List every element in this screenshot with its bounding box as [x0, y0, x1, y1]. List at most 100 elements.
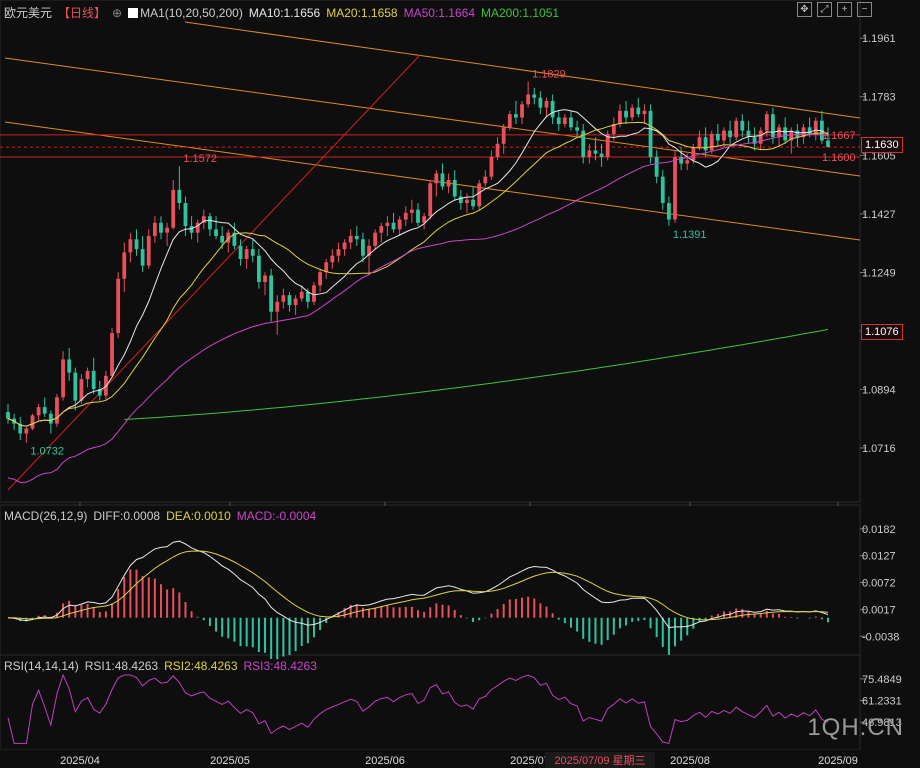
y-tick-label: 1.0894 — [862, 384, 896, 396]
rsi-header: RSI(14,14,14) RSI1:48.4263 RSI2:48.4263 RSI… — [4, 659, 323, 673]
zoom-out-icon[interactable]: − — [857, 2, 872, 17]
crosshair-date-label: 2025/07/09 星期三 — [554, 754, 645, 767]
candle-body — [434, 173, 439, 184]
candle-body — [538, 97, 543, 108]
y-tick-label: 1.1783 — [862, 92, 896, 104]
candle-body — [275, 301, 280, 312]
price-annotation: 1.1391 — [673, 229, 707, 241]
candle-body — [342, 242, 347, 250]
candle-body — [752, 137, 757, 144]
candle-body — [611, 124, 616, 134]
candle-body — [214, 229, 218, 236]
candle-body — [287, 295, 292, 306]
rsi-label: RSI(14,14,14) — [4, 659, 79, 673]
candle-body — [556, 117, 561, 125]
x-tick-label: 2025/09 — [818, 755, 858, 767]
candle-body — [201, 216, 206, 223]
candle-body — [507, 114, 512, 128]
candle-body — [208, 216, 212, 230]
candle-body — [79, 379, 84, 401]
crosshair-date-box — [545, 752, 655, 768]
candle-body — [312, 285, 316, 302]
candle-body — [305, 291, 310, 302]
trend-line — [4, 57, 861, 177]
candle-body — [520, 104, 524, 118]
candle-body — [550, 101, 555, 118]
candle-body — [715, 133, 720, 141]
candle-body — [281, 295, 286, 302]
candle-body — [544, 101, 549, 108]
candle-body — [183, 203, 188, 227]
ma50-value: MA50:1.1664 — [403, 6, 475, 20]
candle-body — [226, 232, 231, 243]
candle-body — [152, 222, 157, 236]
macd-label: MACD(26,12,9) — [4, 509, 88, 523]
x-tick-label: 2025/04 — [60, 755, 100, 767]
ma200-price-tag: 1.1076 — [861, 324, 903, 340]
ma10-line — [7, 109, 829, 427]
candle-body — [458, 196, 463, 204]
candle-body — [67, 359, 72, 373]
candle-body — [526, 94, 531, 105]
candle-body — [361, 239, 365, 256]
candle-body — [146, 235, 151, 266]
candle-body — [465, 199, 469, 204]
candle-body — [293, 298, 298, 306]
rsi-y-tick-label: 61.2331 — [862, 696, 902, 708]
y-tick-label: 1.1427 — [862, 209, 896, 221]
settings-icon[interactable]: ⊕ — [112, 6, 123, 20]
x-tick-label: 2025/06 — [365, 755, 405, 767]
candle-body — [379, 226, 384, 233]
candle-body — [685, 160, 690, 164]
candle-body — [562, 117, 567, 125]
ma-toggle-icon[interactable] — [128, 8, 139, 18]
candle-body — [783, 127, 788, 141]
macd-y-tick-label: -0.0038 — [862, 631, 899, 643]
candle-body — [409, 209, 414, 213]
candle-body — [336, 249, 341, 256]
candle-body — [269, 275, 274, 312]
candle-body — [722, 130, 726, 141]
ma10-value: MA10:1.1656 — [248, 6, 321, 20]
rsi1-value: RSI1:48.4263 — [84, 659, 159, 673]
watermark: 1QH.CN — [807, 714, 904, 741]
macd-dea-value: DEA:0.0010 — [166, 509, 231, 523]
zoom-in-icon[interactable]: + — [837, 2, 852, 17]
candle-body — [30, 415, 35, 429]
ma20-value: MA20:1.1658 — [326, 6, 398, 20]
ma200-line — [124, 328, 829, 420]
candle-body — [397, 219, 402, 230]
candle-body — [703, 137, 708, 151]
main-header: 欧元美元 【日线】 ⊕ MA1(10,20,50,200) MA10:1.1656 MA2… — [4, 4, 565, 21]
candle-body — [18, 423, 23, 434]
ma20-line — [7, 121, 829, 427]
candle-body — [61, 359, 65, 398]
candle-body — [630, 107, 635, 118]
candle-body — [618, 110, 622, 125]
candle-body — [471, 199, 475, 207]
price-annotation: 1.1600 — [822, 152, 856, 164]
candle-body — [642, 110, 647, 115]
price-annotation: 1.1667 — [822, 130, 856, 142]
period-label[interactable]: 【日线】 — [58, 6, 107, 20]
macd-dea-line — [7, 550, 829, 621]
candle-body — [569, 117, 573, 128]
candle-body — [758, 130, 763, 144]
rsi2-value: RSI2:48.4263 — [164, 659, 238, 673]
symbol-label: 欧元美元 — [4, 6, 53, 20]
candle-body — [177, 189, 182, 204]
candle-body — [826, 140, 830, 148]
y-tick-label: 1.1605 — [862, 150, 896, 162]
candle-body — [587, 150, 592, 157]
candle-body — [140, 249, 145, 266]
candle-body — [477, 183, 482, 207]
candle-body — [55, 397, 59, 424]
candle-body — [575, 127, 580, 131]
expand-icon[interactable]: ⤢ — [817, 2, 832, 17]
crosshair-icon[interactable]: ✥ — [797, 2, 812, 17]
ma200-value: MA200:1.1051 — [481, 6, 560, 20]
rsi-y-tick-label: 46.9813 — [862, 717, 902, 729]
candle-body — [771, 114, 775, 138]
candle-body — [232, 232, 237, 246]
